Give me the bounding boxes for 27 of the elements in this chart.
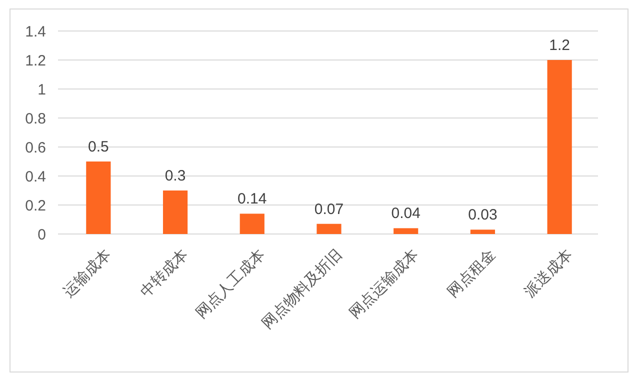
- y-tick-label: 0.4: [25, 168, 46, 186]
- data-label: 0.04: [391, 205, 420, 222]
- x-tick-label: 派送成本: [520, 246, 576, 301]
- x-tick-label: 网点租金: [444, 246, 499, 301]
- y-tick-label: 0: [38, 226, 46, 244]
- data-label: 0.14: [238, 190, 267, 208]
- data-label: 0.5: [88, 138, 109, 156]
- bar: [240, 214, 264, 234]
- data-label: 1.2: [549, 37, 570, 54]
- y-tick-label: 1: [38, 81, 46, 98]
- bar: [547, 60, 572, 234]
- y-tick-label: 1.2: [25, 52, 46, 70]
- data-label: 0.03: [468, 206, 498, 224]
- x-tick-label: 运输成本: [60, 246, 115, 301]
- y-tick-label: 0.2: [25, 197, 46, 214]
- bar: [162, 190, 188, 234]
- y-tick-label: 0.6: [25, 139, 46, 156]
- data-label: 0.07: [314, 200, 344, 218]
- bar: [470, 230, 496, 234]
- data-label: 0.3: [164, 168, 186, 184]
- x-tick-label: 网点运输成本: [346, 246, 422, 322]
- bar: [86, 162, 111, 234]
- bar: [316, 224, 342, 234]
- y-tick-label: 0.8: [25, 110, 46, 128]
- bar: [394, 228, 418, 234]
- x-tick-label: 中转成本: [136, 246, 192, 301]
- y-tick-label: 1.4: [25, 23, 46, 40]
